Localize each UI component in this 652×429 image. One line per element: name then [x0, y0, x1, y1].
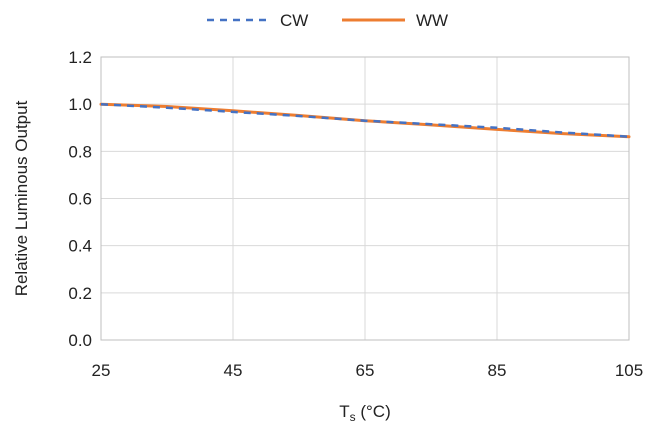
x-tick-label: 105	[615, 361, 643, 380]
series-lines	[99, 102, 631, 139]
x-axis-title: Ts (°C)	[339, 402, 391, 424]
legend-label-ww: WW	[416, 11, 448, 30]
y-tick-label: 0.6	[68, 190, 92, 209]
legend-label-cw: CW	[280, 11, 308, 30]
x-axis-tick-labels: 25 45 65 85 105	[92, 361, 644, 380]
y-tick-label: 0.2	[68, 284, 92, 303]
x-axis-title-subscript: s	[350, 410, 356, 424]
x-tick-label: 45	[224, 361, 243, 380]
y-axis-tick-labels: 0.0 0.2 0.4 0.6 0.8 1.0 1.2	[68, 48, 92, 350]
x-axis-title-unit: (°C)	[356, 402, 391, 421]
grid-lines	[100, 56, 630, 341]
x-tick-label: 25	[92, 361, 111, 380]
plot-area	[100, 56, 630, 341]
y-tick-label: 1.0	[68, 95, 92, 114]
x-axis-title-main: T	[339, 402, 349, 421]
legend: CW WW	[207, 11, 448, 30]
y-axis-title: Relative Luminous Output	[12, 100, 31, 296]
y-tick-label: 1.2	[68, 48, 92, 67]
series-line-cw	[100, 102, 630, 138]
y-tick-label: 0.8	[68, 142, 92, 161]
plot-border	[100, 56, 630, 341]
y-tick-label: 0.0	[68, 331, 92, 350]
y-tick-label: 0.4	[68, 237, 92, 256]
x-tick-label: 65	[356, 361, 375, 380]
x-tick-label: 85	[488, 361, 507, 380]
